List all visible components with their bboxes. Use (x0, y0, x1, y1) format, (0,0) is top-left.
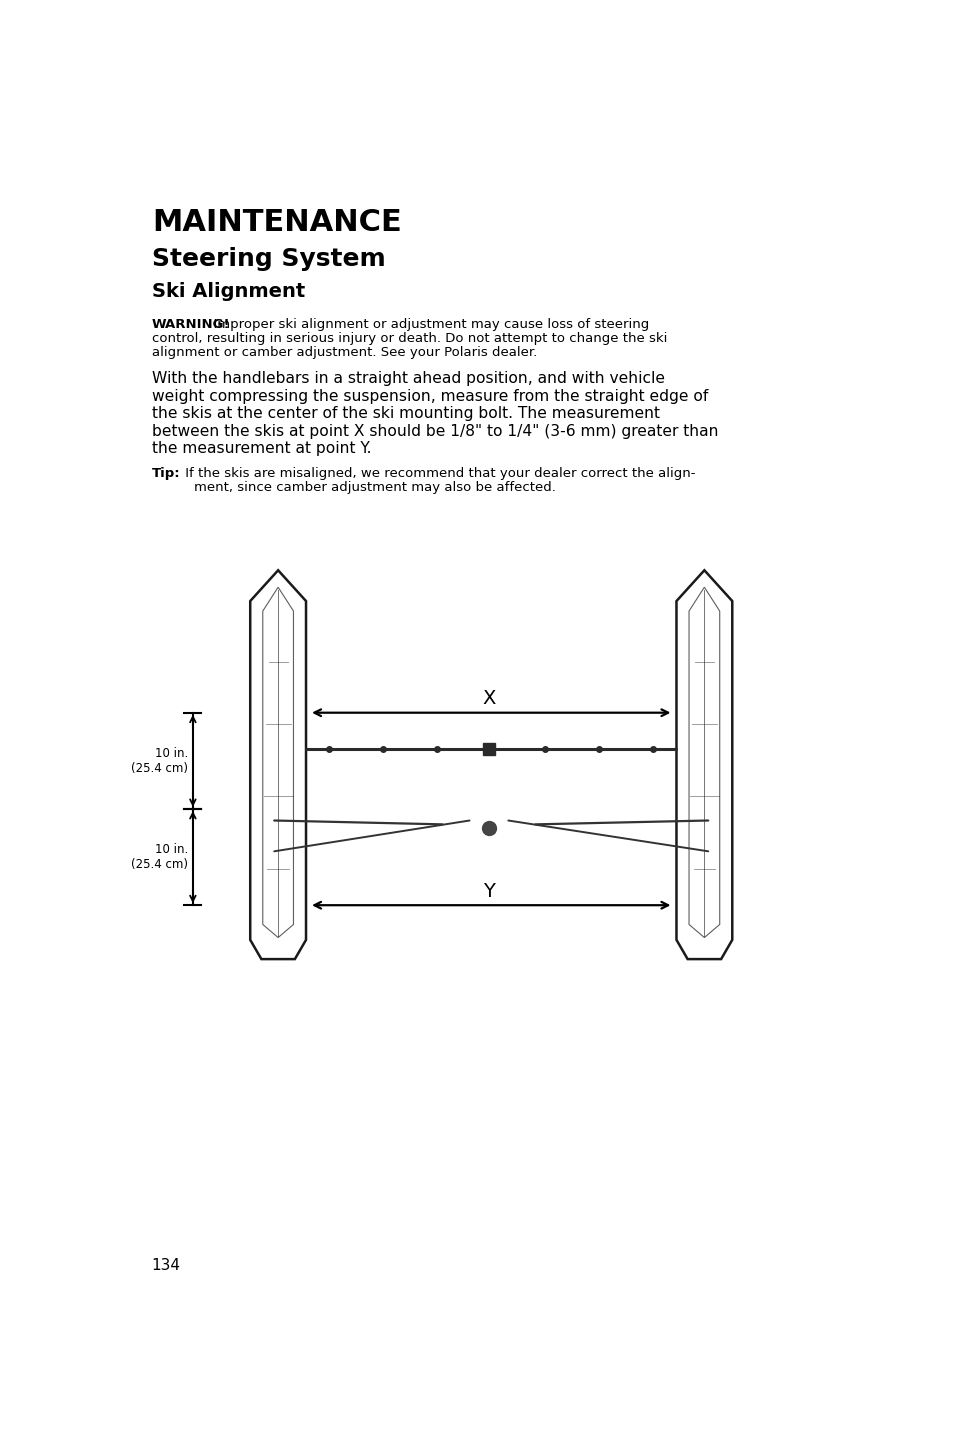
Text: WARNING!: WARNING! (152, 318, 231, 330)
Text: alignment or camber adjustment. See your Polaris dealer.: alignment or camber adjustment. See your… (152, 346, 537, 359)
Text: Tip:: Tip: (152, 467, 180, 480)
Text: weight compressing the suspension, measure from the straight edge of: weight compressing the suspension, measu… (152, 388, 707, 404)
Text: 10 in.
(25.4 cm): 10 in. (25.4 cm) (132, 747, 188, 775)
Text: Steering System: Steering System (152, 247, 385, 270)
Text: control, resulting in serious injury or death. Do not attempt to change the ski: control, resulting in serious injury or … (152, 332, 666, 345)
Text: ment, since camber adjustment may also be affected.: ment, since camber adjustment may also b… (193, 481, 555, 494)
Text: Improper ski alignment or adjustment may cause loss of steering: Improper ski alignment or adjustment may… (205, 318, 649, 330)
Text: If the skis are misaligned, we recommend that your dealer correct the align-: If the skis are misaligned, we recommend… (181, 467, 695, 480)
Text: MAINTENANCE: MAINTENANCE (152, 208, 401, 237)
Text: Y: Y (482, 881, 495, 900)
Text: Ski Alignment: Ski Alignment (152, 282, 305, 301)
Text: 134: 134 (152, 1258, 181, 1272)
Text: 10 in.
(25.4 cm): 10 in. (25.4 cm) (132, 843, 188, 871)
Text: X: X (481, 689, 496, 708)
Text: between the skis at point X should be 1/8" to 1/4" (3-6 mm) greater than: between the skis at point X should be 1/… (152, 425, 718, 439)
Text: the measurement at point Y.: the measurement at point Y. (152, 442, 371, 457)
Text: With the handlebars in a straight ahead position, and with vehicle: With the handlebars in a straight ahead … (152, 371, 664, 387)
Text: the skis at the center of the ski mounting bolt. The measurement: the skis at the center of the ski mounti… (152, 406, 659, 422)
